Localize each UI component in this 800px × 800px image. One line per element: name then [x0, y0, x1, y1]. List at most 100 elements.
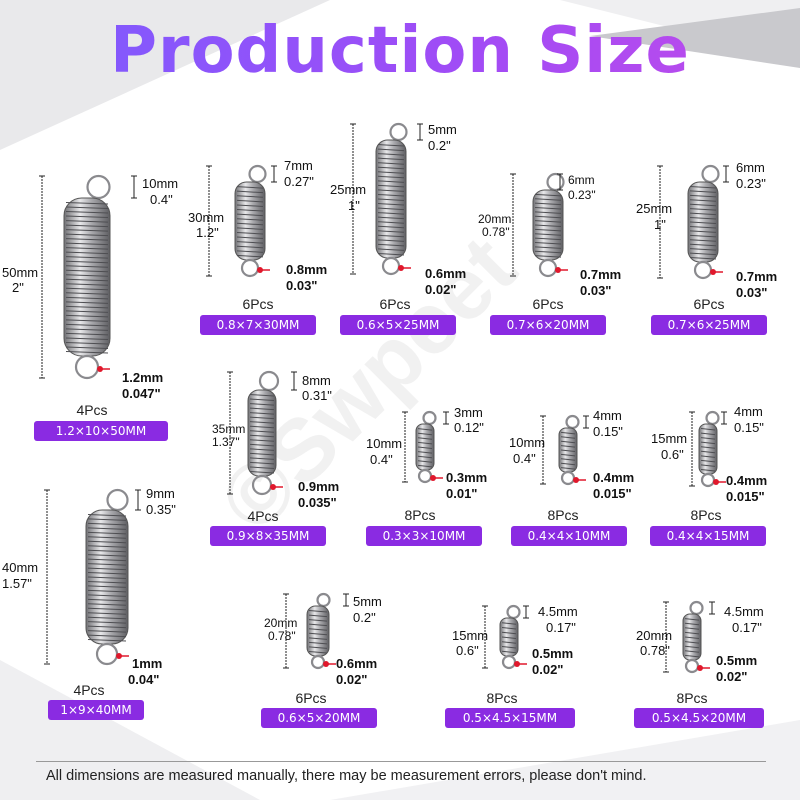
spring-5-top-hook — [701, 164, 720, 184]
spec-badge: 1.2×10×50MM — [34, 421, 168, 441]
spring-10-coil — [87, 554, 127, 557]
spring-5-coil — [689, 225, 717, 229]
quantity-label: 6Pcs — [693, 296, 725, 312]
spring-8-coil — [560, 462, 576, 466]
spring-11-coil — [308, 619, 328, 622]
spring-3-coil — [377, 157, 405, 161]
hook-in-label: 0.2" — [428, 138, 451, 153]
spring-1-coil — [65, 274, 109, 277]
spec-badge: 0.8×7×30MM — [200, 315, 316, 335]
quantity-label: 4Pcs — [73, 682, 105, 698]
spring-8-coil — [560, 467, 576, 470]
wire-mm-label: 0.7mm — [736, 269, 778, 284]
spring-1-coil — [65, 292, 109, 295]
spring-2-body — [234, 181, 266, 261]
spring-10-coil — [87, 598, 127, 602]
spec-badge: 0.7×6×20MM — [490, 315, 606, 335]
spring-7-coil — [417, 446, 433, 449]
spring-5-coil — [689, 252, 717, 256]
spring-5-coil — [689, 230, 717, 233]
hook-mm-label: 8mm — [302, 373, 331, 388]
spring-1-coil — [65, 305, 109, 309]
length-in-label: 1.2" — [196, 225, 219, 240]
hook-in-label: 0.17" — [546, 620, 576, 635]
spring-1-coil — [65, 242, 109, 246]
spring-3-coil — [377, 180, 405, 183]
spring-8-coil — [560, 449, 576, 452]
spring-11-coil — [308, 610, 328, 613]
spring-2-coil — [236, 195, 264, 198]
length-mm-label: 50mm — [2, 265, 39, 280]
spring-5-coil — [689, 190, 717, 193]
spring-1-coil — [65, 206, 109, 210]
spring-10-coil — [87, 513, 127, 517]
spring-10-coil — [87, 572, 127, 575]
wire-mm-label: 0.4mm — [593, 470, 635, 485]
spring-11-coil — [308, 628, 328, 631]
spring-1-coil — [65, 260, 109, 264]
spring-4-coil — [534, 211, 562, 214]
footer-note: All dimensions are measured manually, th… — [46, 768, 647, 784]
spring-4-coil — [534, 224, 562, 227]
spring-3-coil — [377, 234, 405, 238]
wire-mm-label: 0.5mm — [716, 653, 758, 668]
spring-6-coil — [249, 403, 275, 406]
spring-10-top-hook — [106, 488, 129, 512]
hook-mm-label: 5mm — [353, 594, 382, 609]
wire-in-label: 0.02" — [336, 672, 368, 687]
spring-12-top-hook — [506, 604, 521, 620]
spring-1-coil — [65, 341, 109, 345]
length-in-label: 0.78" — [640, 643, 670, 658]
spring-12-bottom-hook — [501, 654, 517, 670]
spring-11-coil — [308, 614, 328, 618]
spec-badge: 1×9×40MM — [48, 700, 144, 720]
spring-3-coil — [377, 207, 405, 211]
spec-badge: 0.4×4×15MM — [650, 526, 766, 546]
spec-badge: 0.5×4.5×15MM — [445, 708, 575, 728]
spring-1-coil — [65, 350, 109, 354]
spring-8-bottom-hook — [560, 470, 576, 486]
spring-10-coil — [87, 585, 127, 588]
spring-12-coil — [501, 646, 517, 649]
spring-4-coil — [534, 237, 562, 241]
spec-badge: 0.7×6×25MM — [651, 315, 767, 335]
spring-10-coil — [87, 607, 127, 611]
spring-7-coil — [417, 451, 433, 454]
spring-10-bottom-hook — [95, 642, 119, 666]
spring-10-coil — [87, 612, 127, 615]
spring-1-coil — [65, 215, 109, 219]
spring-13-top-hook — [689, 600, 704, 616]
spring-9-coil — [700, 437, 716, 440]
spring-13-coil — [684, 618, 700, 621]
spring-2-coil — [236, 199, 264, 203]
spring-1-bottom-hook — [74, 354, 100, 380]
spring-8-coil — [560, 445, 576, 448]
hook-in-label: 0.15" — [593, 424, 623, 439]
wire-in-label: 0.03" — [286, 278, 318, 293]
hook-mm-label: 6mm — [568, 173, 595, 187]
spring-7-coil — [417, 460, 433, 463]
wire-mm-label: 1.2mm — [122, 370, 164, 385]
wire-mm-label: 0.3mm — [446, 470, 488, 485]
spring-9-coil — [700, 464, 716, 467]
wire-mm-label: 0.5mm — [532, 646, 574, 661]
spring-4-coil — [534, 207, 562, 210]
spring-10-coil — [87, 576, 127, 579]
spring-13-coil — [684, 627, 700, 630]
length-mm-label: 25mm — [636, 201, 673, 216]
spring-3-coil — [377, 221, 405, 224]
wire-in-label: 0.02" — [425, 282, 457, 297]
spring-5-coil — [689, 239, 717, 242]
spring-5-coil — [689, 203, 717, 207]
spring-1-coil — [65, 256, 109, 259]
hook-mm-label: 4mm — [734, 404, 763, 419]
quantity-label: 8Pcs — [676, 690, 708, 706]
spec-badge: 0.6×5×25MM — [340, 315, 456, 335]
hook-mm-label: 6mm — [736, 160, 765, 175]
hook-in-label: 0.12" — [454, 420, 484, 435]
spring-6-coil — [249, 461, 275, 465]
length-in-label: 1" — [348, 198, 360, 213]
spring-3-coil — [377, 203, 405, 206]
spring-6-coil — [249, 457, 275, 460]
